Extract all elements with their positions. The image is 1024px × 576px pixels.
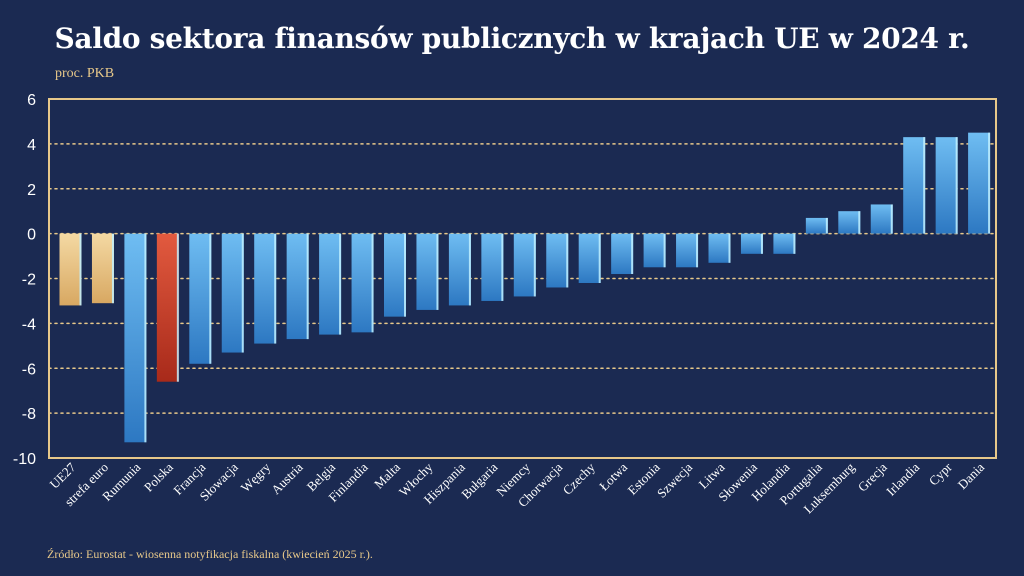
y-tick-label: 0 bbox=[27, 227, 36, 244]
y-tick-label: 6 bbox=[27, 92, 36, 109]
source-note: Źródło: Eurostat - wiosenna notyfikacja … bbox=[47, 547, 373, 561]
bar-edge-highlight bbox=[209, 233, 212, 364]
y-tick-label: -10 bbox=[13, 451, 36, 468]
bar-polska bbox=[156, 233, 179, 382]
bar-edge-highlight bbox=[79, 233, 82, 306]
x-tick-label: Bułgaria bbox=[458, 459, 500, 501]
bar-edge-highlight bbox=[890, 204, 893, 234]
bar-edge-highlight bbox=[988, 132, 991, 234]
bar-edge-highlight bbox=[923, 137, 926, 234]
x-tick-label: Węgry bbox=[238, 459, 274, 495]
x-tick-label: Irlandia bbox=[883, 459, 922, 498]
bar-edge-highlight bbox=[468, 233, 471, 306]
bar-edge-highlight bbox=[728, 233, 731, 263]
bars bbox=[59, 132, 991, 443]
bar-włochy bbox=[416, 233, 439, 310]
bar-rumunia bbox=[124, 233, 147, 443]
bar-chorwacja bbox=[546, 233, 569, 288]
bar-estonia bbox=[643, 233, 666, 268]
bar-edge-highlight bbox=[760, 233, 763, 254]
bar-edge-highlight bbox=[306, 233, 309, 340]
bar-edge-highlight bbox=[176, 233, 179, 382]
y-tick-label: -4 bbox=[22, 316, 36, 333]
bar-grecja bbox=[870, 204, 893, 234]
bar-edge-highlight bbox=[371, 233, 374, 333]
bar-edge-highlight bbox=[339, 233, 342, 335]
plot-frame bbox=[48, 98, 997, 459]
x-tick-label: Polska bbox=[141, 459, 176, 494]
bar-austria bbox=[286, 233, 309, 340]
bar-węgry bbox=[254, 233, 277, 344]
bar-litwa bbox=[708, 233, 731, 263]
bar-edge-highlight bbox=[696, 233, 699, 268]
bar-edge-highlight bbox=[858, 211, 861, 234]
bar-malta bbox=[384, 233, 406, 317]
bar-edge-highlight bbox=[566, 233, 569, 288]
bar-cypr bbox=[935, 137, 958, 234]
x-tick-label: Dania bbox=[955, 459, 988, 492]
bar-edge-highlight bbox=[793, 233, 796, 254]
bar-edge-highlight bbox=[111, 233, 114, 304]
bar-słowenia bbox=[740, 233, 763, 254]
bar-edge-highlight bbox=[598, 233, 601, 283]
bar-strefa-euro bbox=[91, 233, 114, 304]
y-tick-label: 4 bbox=[27, 137, 36, 154]
chart-title: Saldo sektora finansów publicznych w kra… bbox=[54, 22, 970, 55]
x-tick-label: Szwecja bbox=[654, 459, 695, 500]
bar-łotwa bbox=[611, 233, 634, 275]
bar-hiszpania bbox=[448, 233, 471, 306]
bar-irlandia bbox=[903, 137, 926, 234]
bar-edge-highlight bbox=[825, 217, 828, 234]
bar-słowacja bbox=[221, 233, 244, 353]
bar-edge-highlight bbox=[501, 233, 504, 301]
bar-belgia bbox=[319, 233, 342, 335]
bar-edge-highlight bbox=[663, 233, 666, 268]
x-tick-label: Austria bbox=[268, 459, 306, 497]
y-tick-label: 2 bbox=[27, 182, 36, 199]
bar-edge-highlight bbox=[274, 233, 277, 344]
bar-czechy bbox=[578, 233, 601, 283]
bar-edge-highlight bbox=[404, 233, 406, 317]
bar-finlandia bbox=[351, 233, 374, 333]
bar-ue27 bbox=[59, 233, 82, 306]
bar-szwecja bbox=[676, 233, 699, 268]
bar-bułgaria bbox=[481, 233, 504, 301]
x-tick-label: Cypr bbox=[926, 459, 955, 488]
y-axis-ticks: 6 4 2 0 -2 -4 -6 -8 -10 bbox=[13, 92, 36, 468]
bar-francja bbox=[189, 233, 212, 364]
bar-edge-highlight bbox=[436, 233, 439, 310]
chart-subtitle: proc. PKB bbox=[55, 66, 115, 81]
bar-holandia bbox=[773, 233, 796, 254]
bar-edge-highlight bbox=[241, 233, 244, 353]
bar-edge-highlight bbox=[631, 233, 634, 275]
y-tick-label: -8 bbox=[22, 406, 36, 423]
bar-luksemburg bbox=[838, 211, 861, 234]
bar-edge-highlight bbox=[955, 137, 958, 234]
bar-portugalia bbox=[805, 217, 828, 234]
bar-edge-highlight bbox=[144, 233, 147, 443]
y-tick-label: -2 bbox=[22, 272, 36, 289]
bar-edge-highlight bbox=[533, 233, 536, 297]
bar-dania bbox=[968, 132, 991, 234]
bar-niemcy bbox=[513, 233, 536, 297]
x-tick-label: Czechy bbox=[560, 459, 599, 498]
y-tick-label: -6 bbox=[22, 361, 36, 378]
